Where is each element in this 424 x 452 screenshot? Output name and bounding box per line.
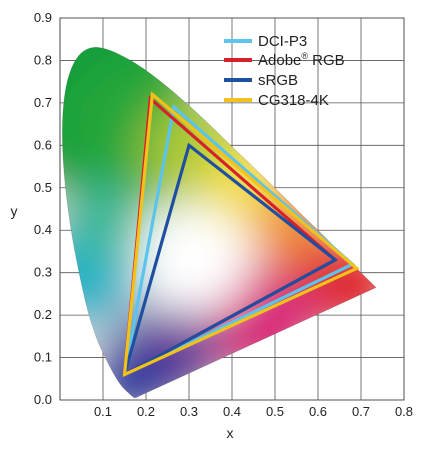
legend-item-adobe-rgb: Adobe® RGB (224, 51, 345, 69)
legend-label-srgb: sRGB (258, 72, 298, 89)
legend-item-cg318-4k: CG318-4K (224, 92, 329, 109)
legend-label-dci-p3: DCI-P3 (258, 33, 307, 50)
y-axis-title: y (11, 203, 18, 219)
gamut-triangle-srgb (121, 142, 339, 378)
x-tick-label: 0.2 (137, 404, 155, 419)
x-axis-title: x (227, 425, 234, 441)
y-axis-ticks: 0.0 0.1 0.2 0.3 0.4 0.5 0.6 0.7 0.8 0.9 (34, 10, 52, 407)
y-tick-label: 0.7 (34, 95, 52, 110)
x-tick-label: 0.8 (395, 404, 413, 419)
y-tick-label: 0.2 (34, 307, 52, 322)
gamut-triangle-dci-p3 (122, 104, 356, 378)
y-tick-label: 0.9 (34, 10, 52, 25)
y-tick-label: 0.5 (34, 180, 52, 195)
legend-item-dci-p3: DCI-P3 (224, 33, 307, 50)
gamut-triangle-cg318-4k (122, 91, 360, 378)
y-tick-label: 0.6 (34, 137, 52, 152)
gamut-triangles (121, 91, 360, 378)
y-tick-label: 0.4 (34, 222, 52, 237)
x-tick-label: 0.1 (94, 404, 112, 419)
y-tick-label: 0.8 (34, 52, 52, 67)
spectral-locus-outline (61, 46, 377, 399)
x-tick-label: 0.7 (352, 404, 370, 419)
x-tick-label: 0.6 (309, 404, 327, 419)
y-tick-label: 0.0 (34, 392, 52, 407)
legend-item-srgb: sRGB (224, 72, 298, 89)
x-tick-label: 0.3 (180, 404, 198, 419)
x-tick-label: 0.5 (266, 404, 284, 419)
y-tick-label: 0.3 (34, 265, 52, 280)
x-axis-ticks: 0.1 0.2 0.3 0.4 0.5 0.6 0.7 0.8 (94, 404, 413, 419)
y-tick-label: 0.1 (34, 350, 52, 365)
legend-label-cg318-4k: CG318-4K (258, 92, 329, 109)
x-tick-label: 0.4 (223, 404, 241, 419)
legend: DCI-P3 Adobe® RGB sRGB CG318-4K (224, 33, 345, 109)
legend-label-adobe-rgb: Adobe® RGB (258, 51, 345, 69)
